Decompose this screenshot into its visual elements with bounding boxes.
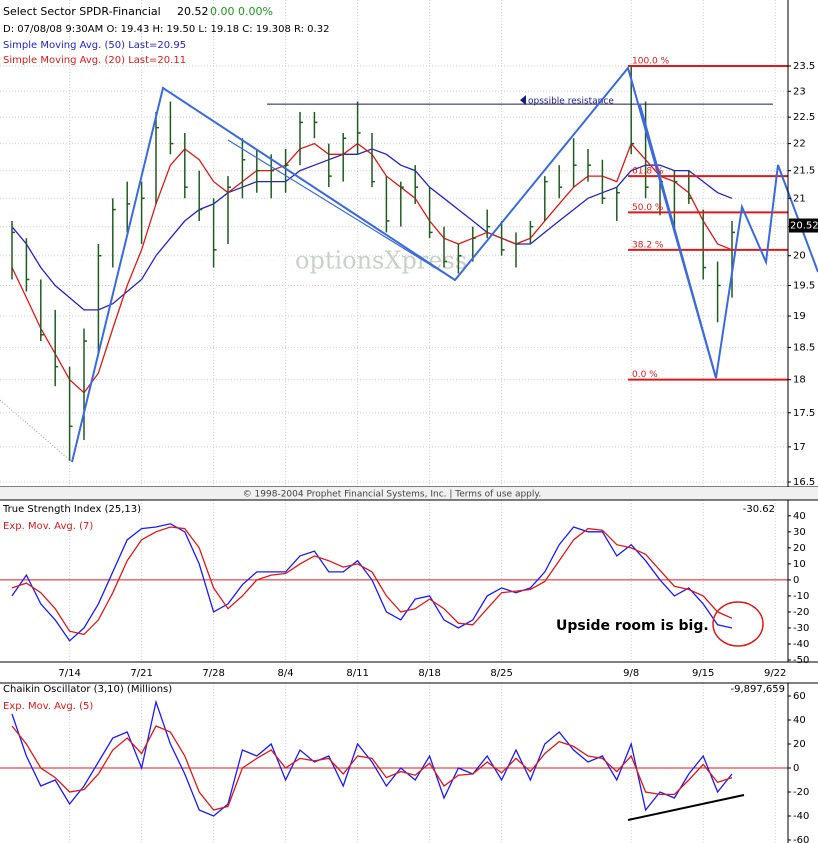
copyright-band <box>0 487 818 500</box>
x-tick-label: 7/28 <box>202 668 224 679</box>
y-tick-label: 19 <box>793 311 806 322</box>
y-tick-label: 21.5 <box>793 166 815 177</box>
fib-label: 0.0 % <box>632 370 658 380</box>
y-tick-label: 23 <box>793 86 806 97</box>
ohlc-info: D: 07/08/08 9:30AM O: 19.43 H: 19.50 L: … <box>3 24 329 35</box>
channel-line <box>227 139 456 281</box>
last-price-label: 20.52 <box>790 221 818 232</box>
y-tick-label: -10 <box>793 591 809 602</box>
y-tick-label: -30 <box>793 623 809 634</box>
legend-entry: Exp. Mov. Avg. (7) <box>3 521 93 532</box>
y-tick-label: 20 <box>793 739 806 750</box>
x-tick-label: 7/14 <box>58 668 80 679</box>
y-tick-label: 30 <box>793 527 806 538</box>
y-tick-label: -40 <box>793 811 809 822</box>
y-tick-label: 20 <box>793 543 806 554</box>
arrow-icon <box>520 95 526 106</box>
y-tick-label: 22.5 <box>793 112 815 123</box>
y-tick-label: -20 <box>793 787 809 798</box>
y-tick-label: -40 <box>793 639 809 650</box>
y-tick-label: 40 <box>793 715 806 726</box>
x-tick-label: 9/8 <box>623 668 639 679</box>
y-tick-label: 60 <box>793 691 806 702</box>
last-price-box <box>789 218 818 233</box>
x-tick-label: 7/21 <box>130 668 152 679</box>
y-tick-label: 18.5 <box>793 342 815 353</box>
y-tick-label: 22 <box>793 139 806 150</box>
last-value: -30.62 <box>743 504 775 515</box>
y-tick-label: 21 <box>793 193 806 204</box>
highlight-circle <box>712 601 764 647</box>
change-pct: 0.00% <box>238 5 273 18</box>
y-tick-label: 40 <box>793 511 806 522</box>
y-tick-label: 16.5 <box>793 477 815 488</box>
legend-entry: Simple Moving Avg. (20) Last=20.11 <box>3 55 186 66</box>
x-tick-label: 8/4 <box>278 668 294 679</box>
y-tick-label: 0 <box>793 575 799 586</box>
y-tick-label: 23.5 <box>793 61 815 72</box>
legend-entry: Simple Moving Avg. (50) Last=20.95 <box>3 40 186 51</box>
legend-entry: Exp. Mov. Avg. (5) <box>3 701 93 712</box>
y-tick-label: 19.5 <box>793 280 815 291</box>
copyright: © 1998-2004 Prophet Financial Systems, I… <box>243 490 542 500</box>
change: 0.00 <box>210 5 235 18</box>
instrument-title: Select Sector SPDR-Financial <box>3 5 161 18</box>
fib-label: 61.8 % <box>632 167 664 177</box>
y-tick-label: -50 <box>793 655 809 666</box>
y-tick-label: -20 <box>793 607 809 618</box>
fib-label: 38.2 % <box>632 240 664 250</box>
y-tick-label: 18 <box>793 375 806 386</box>
annotation: Upside room is big. <box>556 618 709 634</box>
trend-annotation <box>639 104 717 379</box>
x-tick-label: 8/18 <box>418 668 440 679</box>
last-value: -9,897,659 <box>730 684 785 695</box>
fib-label: 50.0 % <box>632 203 664 213</box>
y-tick-label: 17 <box>793 442 806 453</box>
fib-label: 100.0 % <box>632 57 670 67</box>
x-tick-label: 8/11 <box>346 668 368 679</box>
x-tick-label: 8/25 <box>490 668 512 679</box>
x-tick-label: 9/15 <box>692 668 714 679</box>
annotation-label: opssible resistance <box>528 97 614 107</box>
indicator-title: Chaikin Oscillator (3,10) (Millions) <box>3 684 172 695</box>
y-tick-label: -60 <box>793 835 809 843</box>
indicator-title: True Strength Index (25,13) <box>2 504 141 515</box>
series-line <box>11 523 733 642</box>
series-line <box>11 725 733 811</box>
x-tick-label: 9/22 <box>764 668 786 679</box>
y-tick-label: 17.5 <box>793 408 815 419</box>
dotted-line <box>0 399 73 463</box>
y-tick-label: 0 <box>793 763 799 774</box>
last-price: 20.52 <box>177 5 209 18</box>
y-tick-label: 20 <box>793 251 806 262</box>
trend-line <box>627 794 745 821</box>
y-tick-label: 10 <box>793 559 806 570</box>
series-line <box>11 526 733 636</box>
